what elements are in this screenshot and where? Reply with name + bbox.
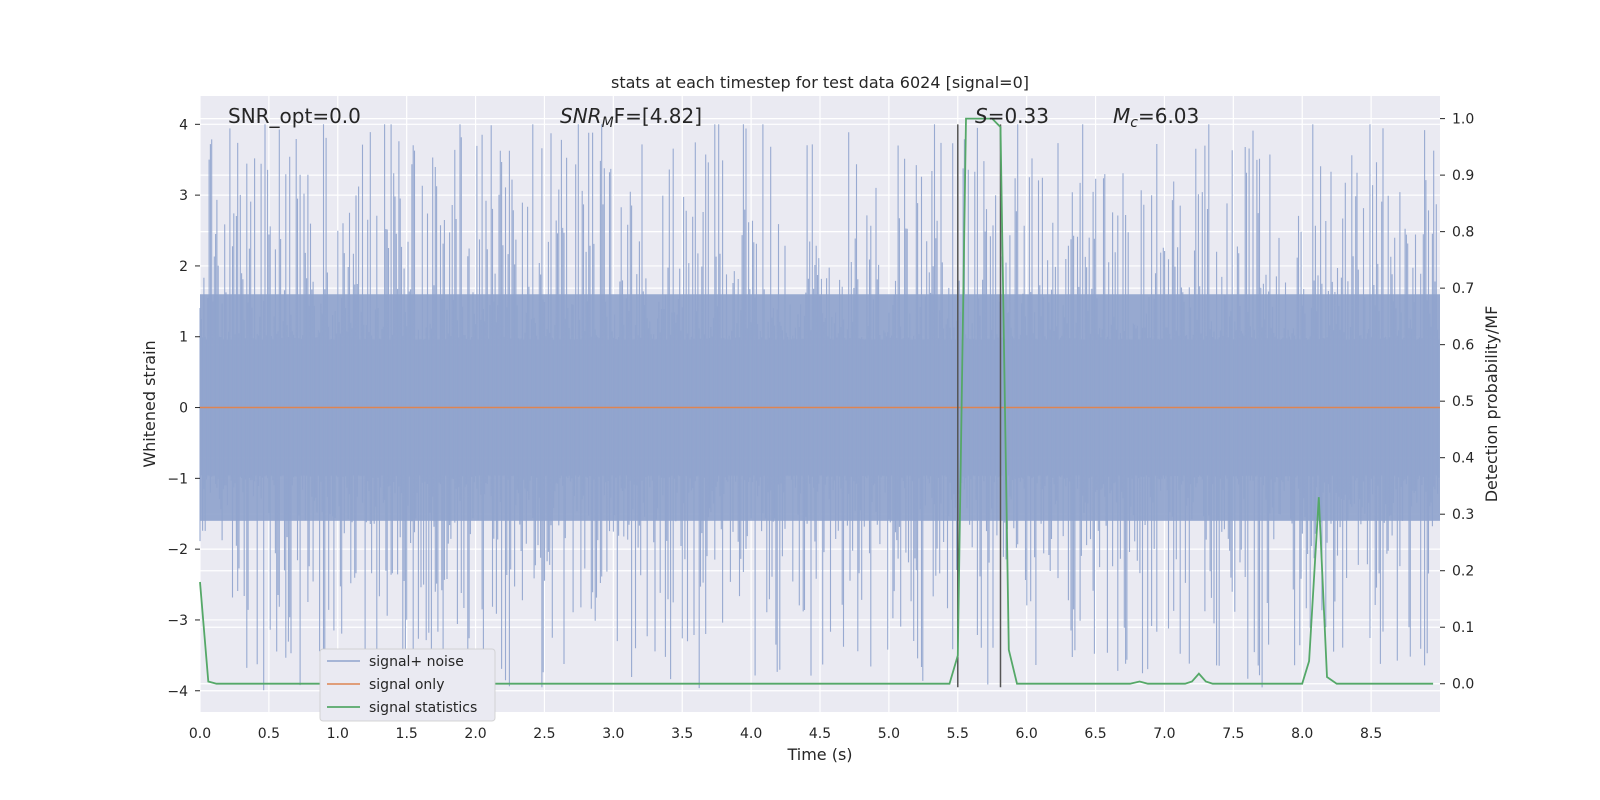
y-tick-label: 1 — [179, 330, 188, 346]
x-tick-label: 2.0 — [464, 726, 486, 742]
x-tick-label: 8.0 — [1291, 726, 1313, 742]
mc-sub: c — [1130, 115, 1138, 131]
legend-label-signal-noise: signal+ noise — [369, 654, 464, 670]
series-signal-statistics — [199, 117, 1434, 685]
s-rest: =0.33 — [988, 104, 1049, 128]
y-axis-label: Whitened strain — [140, 340, 159, 467]
y-tick-label: −2 — [167, 542, 188, 558]
y-right-tick-label: 0.2 — [1452, 564, 1474, 580]
mc-base: M — [1113, 104, 1130, 128]
y-right-tick-label: 0.0 — [1452, 677, 1474, 693]
x-tick-label: 2.5 — [533, 726, 555, 742]
snr-mf-base: SNR — [560, 104, 602, 128]
x-tick-label: 3.5 — [671, 726, 693, 742]
y-right-tick-label: 0.1 — [1452, 620, 1474, 636]
x-tick-label: 7.0 — [1153, 726, 1175, 742]
noise-spikes — [199, 124, 1440, 691]
y-right-tick-label: 0.3 — [1452, 507, 1474, 523]
annotation-snr-mf: SNRMF=[4.82] — [560, 104, 702, 131]
x-tick-label: 5.0 — [878, 726, 900, 742]
annotation-s: S=0.33 — [975, 104, 1049, 128]
y-right-tick-label: 0.4 — [1452, 451, 1474, 467]
y-right-tick-label: 0.9 — [1452, 168, 1474, 184]
y-right-tick-label: 0.8 — [1452, 225, 1474, 241]
y-axis-ticks: −4 −3 −2 −1 0 1 2 3 4 — [167, 117, 200, 700]
y-right-tick-label: 0.6 — [1452, 338, 1474, 354]
chart-title: stats at each timestep for test data 602… — [611, 73, 1029, 92]
vertical-lines — [957, 124, 1002, 688]
y-tick-label: 3 — [179, 188, 188, 204]
y-axis-right-ticks: 0.0 0.1 0.2 0.3 0.4 0.5 0.6 0.7 0.8 0.9 1.0 — [1440, 112, 1474, 693]
legend: signal+ noise signal only signal statist… — [319, 648, 496, 722]
y-tick-label: 2 — [179, 259, 188, 275]
x-tick-label: 8.5 — [1360, 726, 1382, 742]
snr-mf-sub: M — [602, 115, 614, 131]
x-axis-label: Time (s) — [786, 745, 852, 764]
snr-mf-rest: F=[4.82] — [614, 104, 702, 128]
x-tick-label: 3.0 — [602, 726, 624, 742]
x-axis-ticks: 0.0 0.5 1.0 1.5 2.0 2.5 3.0 3.5 4.0 4.5 5.0 5.5 6.0 6… — [189, 726, 1382, 742]
x-tick-label: 1.5 — [396, 726, 418, 742]
legend-label-signal-statistics: signal statistics — [369, 700, 477, 716]
x-tick-label: 0.0 — [189, 726, 211, 742]
annotation-mc: Mc=6.03 — [1113, 104, 1199, 131]
y-right-tick-label: 0.7 — [1452, 281, 1474, 297]
y-axis-right-label: Detection probability/MF — [1482, 306, 1501, 503]
y-tick-label: −4 — [167, 684, 188, 700]
x-tick-label: 1.0 — [327, 726, 349, 742]
x-tick-label: 7.5 — [1222, 726, 1244, 742]
x-tick-label: 4.5 — [809, 726, 831, 742]
annotation-snr-opt: SNR_opt=0.0 — [228, 104, 361, 128]
y-tick-label: −1 — [167, 471, 188, 487]
y-right-tick-label: 0.5 — [1452, 394, 1474, 410]
y-right-tick-label: 1.0 — [1452, 112, 1474, 128]
mc-rest: =6.03 — [1138, 104, 1199, 128]
legend-label-signal-only: signal only — [369, 677, 444, 693]
y-tick-label: 4 — [179, 117, 188, 133]
s-italic: S — [975, 104, 988, 128]
x-tick-label: 4.0 — [740, 726, 762, 742]
y-tick-label: 0 — [179, 401, 188, 417]
legend-box — [319, 648, 496, 722]
x-tick-label: 6.0 — [1016, 726, 1038, 742]
y-tick-label: −3 — [167, 613, 188, 629]
x-tick-label: 0.5 — [258, 726, 280, 742]
x-tick-label: 6.5 — [1084, 726, 1106, 742]
x-tick-label: 5.5 — [947, 726, 969, 742]
